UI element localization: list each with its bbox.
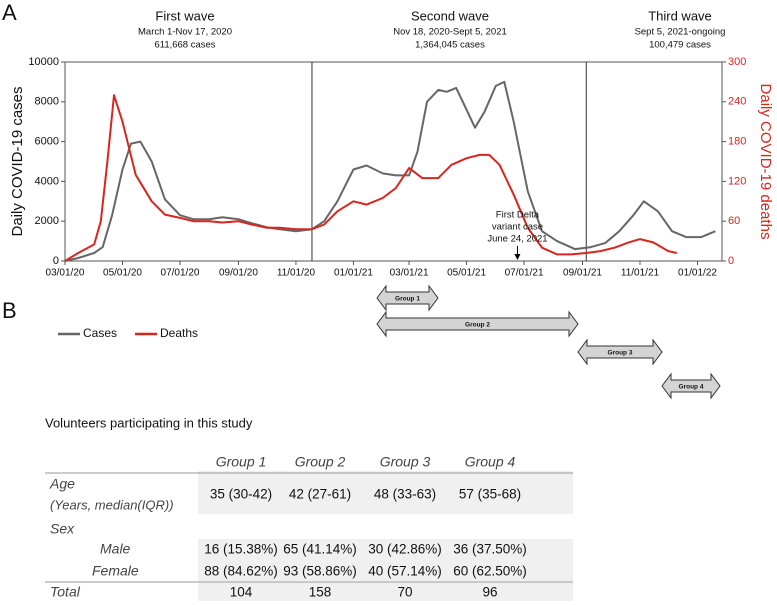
column-header: Group 4 xyxy=(465,454,516,470)
row-label: Age xyxy=(49,476,75,492)
group-label: Group 3 xyxy=(608,350,633,357)
x-tick-label: 11/01/20 xyxy=(277,268,316,279)
column-header: Group 1 xyxy=(216,454,267,470)
wave-note: Nov 18, 2020-Sept 5, 2021 xyxy=(393,27,507,38)
y2-axis-title: Daily COVID-19 deaths xyxy=(757,84,774,240)
group-arrow xyxy=(376,284,439,312)
x-tick-label: 05/01/21 xyxy=(447,268,486,279)
y-tick-label: 4000 xyxy=(35,175,59,187)
x-tick-label: 11/01/21 xyxy=(621,268,660,279)
wave-title: First wave xyxy=(155,8,214,23)
x-tick-label: 09/01/21 xyxy=(563,268,602,279)
x-tick-label: 03/01/21 xyxy=(390,268,429,279)
y-tick-label: 0 xyxy=(53,255,59,267)
x-tick-label: 03/01/20 xyxy=(46,268,85,279)
x-tick-label: 01/01/21 xyxy=(334,268,373,279)
column-header: Group 2 xyxy=(295,454,346,470)
series-line xyxy=(64,94,678,262)
wave-note: March 1-Nov 17, 2020 xyxy=(138,27,232,38)
row-sublabel: (Years, median(IQR)) xyxy=(50,497,174,512)
table-cell: 88 (84.62%) xyxy=(204,564,278,579)
table-shade xyxy=(198,539,573,581)
y2-tick-label: 0 xyxy=(728,255,734,267)
table-cell: 36 (37.50%) xyxy=(453,542,527,557)
table-cell: 65 (41.14%) xyxy=(283,542,357,557)
y-tick-label: 10000 xyxy=(28,56,59,68)
table-cell: 48 (33-63) xyxy=(374,487,436,502)
row-label: Sex xyxy=(50,521,75,537)
table-cell: 60 (62.50%) xyxy=(453,564,527,579)
annotation-text: variant case xyxy=(492,222,543,233)
group-arrow xyxy=(577,338,663,366)
x-tick-label: 07/01/21 xyxy=(505,268,544,279)
x-tick-label: 05/01/20 xyxy=(103,268,142,279)
wave-note: 100,479 cases xyxy=(649,40,711,51)
y2-tick-label: 60 xyxy=(728,215,740,227)
panel-label: A xyxy=(2,0,17,25)
x-tick-label: 09/01/20 xyxy=(219,268,258,279)
y2-tick-label: 120 xyxy=(728,175,746,187)
legend-label: Cases xyxy=(83,326,117,340)
y-tick-label: 8000 xyxy=(35,96,59,108)
table-cell: 104 xyxy=(230,585,253,600)
wave-note: 611,668 cases xyxy=(154,40,215,51)
plot-frame xyxy=(64,61,723,262)
series-line xyxy=(64,80,716,262)
y2-tick-label: 180 xyxy=(728,136,746,148)
annotation-text: First Delta xyxy=(496,210,540,221)
table-cell: 42 (27-61) xyxy=(289,487,351,502)
y2-tick-label: 300 xyxy=(728,56,746,68)
y2-tick-label: 240 xyxy=(728,96,746,108)
table-cell: 35 (30-42) xyxy=(210,487,272,502)
table-cell: 16 (15.38%) xyxy=(204,542,278,557)
table-cell: 96 xyxy=(482,585,497,600)
panel-label: B xyxy=(2,298,17,323)
annotation-arrowhead xyxy=(514,254,521,260)
x-tick-label: 01/01/22 xyxy=(678,268,717,279)
group-label: Group 4 xyxy=(679,384,704,391)
y-tick-label: 6000 xyxy=(35,136,59,148)
annotation-text: June 24, 2021 xyxy=(487,234,547,245)
table-shade xyxy=(198,582,573,601)
table-cell: 70 xyxy=(397,585,412,600)
column-header: Group 3 xyxy=(380,454,431,470)
table-cell: 57 (35-68) xyxy=(459,487,521,502)
table-cell: 93 (58.86%) xyxy=(283,564,357,579)
wave-note: Sept 5, 2021-ongoing xyxy=(635,27,726,38)
y-axis-title: Daily COVID-19 cases xyxy=(9,86,26,236)
wave-title: Second wave xyxy=(411,8,489,23)
wave-title: Third wave xyxy=(648,8,712,23)
row-label: Female xyxy=(92,563,139,579)
x-tick-label: 07/01/20 xyxy=(161,268,200,279)
table-title: Volunteers participating in this study xyxy=(45,415,253,430)
row-label: Total xyxy=(50,584,81,600)
legend-label: Deaths xyxy=(160,326,198,340)
table-cell: 30 (42.86%) xyxy=(368,542,442,557)
group-arrow xyxy=(376,310,579,338)
table-cell: 40 (57.14%) xyxy=(368,564,442,579)
row-label: Male xyxy=(100,541,131,557)
y-tick-label: 2000 xyxy=(35,215,59,227)
group-arrow xyxy=(661,372,721,400)
group-label: Group 2 xyxy=(465,322,490,329)
table-shade xyxy=(198,471,573,514)
table-cell: 158 xyxy=(309,585,332,600)
wave-note: 1,364,045 cases xyxy=(415,40,485,51)
group-label: Group 1 xyxy=(395,296,420,303)
